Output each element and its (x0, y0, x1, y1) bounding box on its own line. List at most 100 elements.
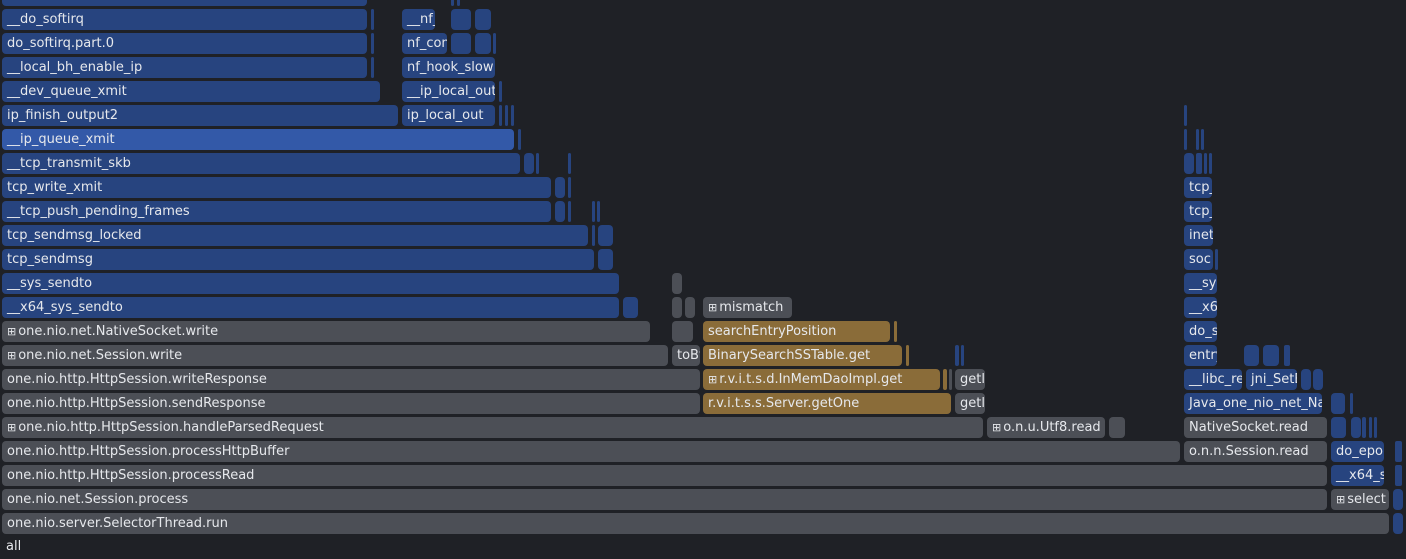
stack-frame[interactable]: __local_bh_enable_ip (2, 57, 367, 78)
stack-frame[interactable]: entry (1184, 345, 1217, 366)
stack-frame[interactable]: __libc_rec (1184, 369, 1242, 390)
stack-frame[interactable] (555, 177, 565, 198)
expand-icon[interactable]: ⊞ (7, 325, 17, 338)
expand-icon[interactable]: ⊞ (1336, 493, 1346, 506)
stack-frame[interactable] (1393, 513, 1403, 534)
stack-frame[interactable] (475, 33, 491, 54)
stack-frame[interactable] (597, 201, 600, 222)
stack-frame[interactable] (568, 153, 571, 174)
stack-frame[interactable] (1184, 153, 1194, 174)
stack-frame[interactable] (1301, 369, 1311, 390)
stack-frame[interactable] (672, 297, 682, 318)
stack-frame[interactable] (949, 369, 952, 390)
stack-frame[interactable]: BinarySearchSSTable.get (703, 345, 902, 366)
stack-frame[interactable] (371, 33, 374, 54)
stack-frame[interactable] (1284, 345, 1290, 366)
stack-frame[interactable]: inet (1184, 225, 1213, 246)
stack-frame[interactable] (1395, 465, 1402, 486)
stack-frame[interactable]: one.nio.http.HttpSession.writeResponse (2, 369, 700, 390)
stack-frame[interactable]: ⊞ one.nio.http.HttpSession.handleParsedRe… (2, 417, 983, 438)
stack-frame[interactable]: __do_softirq (2, 9, 367, 30)
stack-frame[interactable] (685, 297, 695, 318)
stack-frame[interactable] (1331, 417, 1346, 438)
stack-frame[interactable] (598, 249, 613, 270)
stack-frame[interactable] (518, 129, 521, 150)
stack-frame[interactable]: do_softirq.part.0 (2, 33, 367, 54)
stack-frame[interactable]: __ip_queue_xmit (2, 129, 514, 150)
stack-frame[interactable]: Java_one_nio_net_Na (1184, 393, 1322, 414)
stack-frame[interactable] (475, 9, 491, 30)
stack-frame[interactable] (457, 0, 460, 6)
expand-icon[interactable]: ⊞ (992, 421, 1002, 434)
stack-frame[interactable] (906, 345, 909, 366)
stack-frame[interactable] (672, 273, 682, 294)
stack-frame[interactable] (623, 297, 638, 318)
stack-frame[interactable] (451, 9, 471, 30)
root-frame-label[interactable]: all (6, 539, 22, 554)
stack-frame[interactable] (499, 105, 502, 126)
stack-frame[interactable]: nf_hook_slow (402, 57, 495, 78)
stack-frame[interactable] (1395, 441, 1402, 462)
stack-frame[interactable]: tcp_ (1184, 177, 1212, 198)
stack-frame[interactable]: o.n.n.Session.read (1184, 441, 1327, 462)
stack-frame[interactable] (943, 369, 947, 390)
stack-frame[interactable]: ⊞ one.nio.net.NativeSocket.write (2, 321, 650, 342)
stack-frame[interactable]: NativeSocket.read (1184, 417, 1327, 438)
stack-frame[interactable] (1331, 393, 1345, 414)
stack-frame[interactable]: getl (955, 393, 985, 414)
stack-frame[interactable]: ⊞ o.n.u.Utf8.read (987, 417, 1105, 438)
stack-frame[interactable]: one.nio.http.HttpSession.processHttpBuff… (2, 441, 1180, 462)
stack-frame[interactable] (2, 0, 367, 6)
stack-frame[interactable] (568, 201, 571, 222)
stack-frame[interactable] (451, 0, 454, 6)
stack-frame[interactable]: getl (955, 369, 985, 390)
stack-frame[interactable] (1351, 417, 1361, 438)
stack-frame[interactable]: one.nio.http.HttpSession.processRead (2, 465, 1327, 486)
stack-frame[interactable]: tcp_ (1184, 201, 1212, 222)
stack-frame[interactable] (1184, 105, 1187, 126)
stack-frame[interactable] (555, 201, 565, 222)
stack-frame[interactable] (955, 345, 959, 366)
stack-frame[interactable]: jni_SetB (1246, 369, 1297, 390)
stack-frame[interactable]: toBy (672, 345, 700, 366)
stack-frame[interactable]: __ip_local_out (402, 81, 495, 102)
stack-frame[interactable] (1369, 417, 1372, 438)
stack-frame[interactable] (1196, 129, 1199, 150)
stack-frame[interactable] (1244, 345, 1259, 366)
stack-frame[interactable] (493, 33, 496, 54)
stack-frame[interactable]: __nf_ (402, 9, 435, 30)
stack-frame[interactable]: ⊞ r.v.i.t.s.d.InMemDaoImpl.get (703, 369, 940, 390)
stack-frame[interactable]: one.nio.http.HttpSession.sendResponse (2, 393, 700, 414)
stack-frame[interactable] (1109, 417, 1125, 438)
stack-frame[interactable]: ⊞ one.nio.net.Session.write (2, 345, 668, 366)
stack-frame[interactable] (1204, 153, 1207, 174)
stack-frame[interactable] (1393, 489, 1403, 510)
stack-frame[interactable]: __tcp_transmit_skb (2, 153, 520, 174)
stack-frame[interactable]: tcp_sendmsg_locked (2, 225, 588, 246)
stack-frame[interactable] (499, 81, 502, 102)
stack-frame[interactable] (1184, 129, 1187, 150)
stack-frame[interactable]: soc (1184, 249, 1213, 270)
stack-frame[interactable]: ⊞ select (1331, 489, 1389, 510)
stack-frame[interactable]: one.nio.server.SelectorThread.run (2, 513, 1389, 534)
stack-frame[interactable] (1209, 153, 1212, 174)
stack-frame[interactable]: __sys (1184, 273, 1217, 294)
stack-frame[interactable] (961, 345, 964, 366)
stack-frame[interactable] (371, 9, 374, 30)
stack-frame[interactable]: __tcp_push_pending_frames (2, 201, 551, 222)
stack-frame[interactable] (672, 321, 693, 342)
stack-frame[interactable] (1201, 129, 1204, 150)
stack-frame[interactable] (1374, 417, 1377, 438)
stack-frame[interactable]: ip_finish_output2 (2, 105, 398, 126)
stack-frame[interactable] (598, 225, 613, 246)
stack-frame[interactable] (511, 105, 514, 126)
stack-frame[interactable]: do_epol (1331, 441, 1384, 462)
stack-frame[interactable]: tcp_write_xmit (2, 177, 551, 198)
stack-frame[interactable] (1196, 153, 1202, 174)
stack-frame[interactable]: ⊞ mismatch (703, 297, 792, 318)
stack-frame[interactable] (524, 153, 534, 174)
expand-icon[interactable]: ⊞ (7, 421, 17, 434)
stack-frame[interactable] (1350, 393, 1353, 414)
expand-icon[interactable]: ⊞ (708, 373, 718, 386)
stack-frame[interactable]: searchEntryPosition (703, 321, 890, 342)
